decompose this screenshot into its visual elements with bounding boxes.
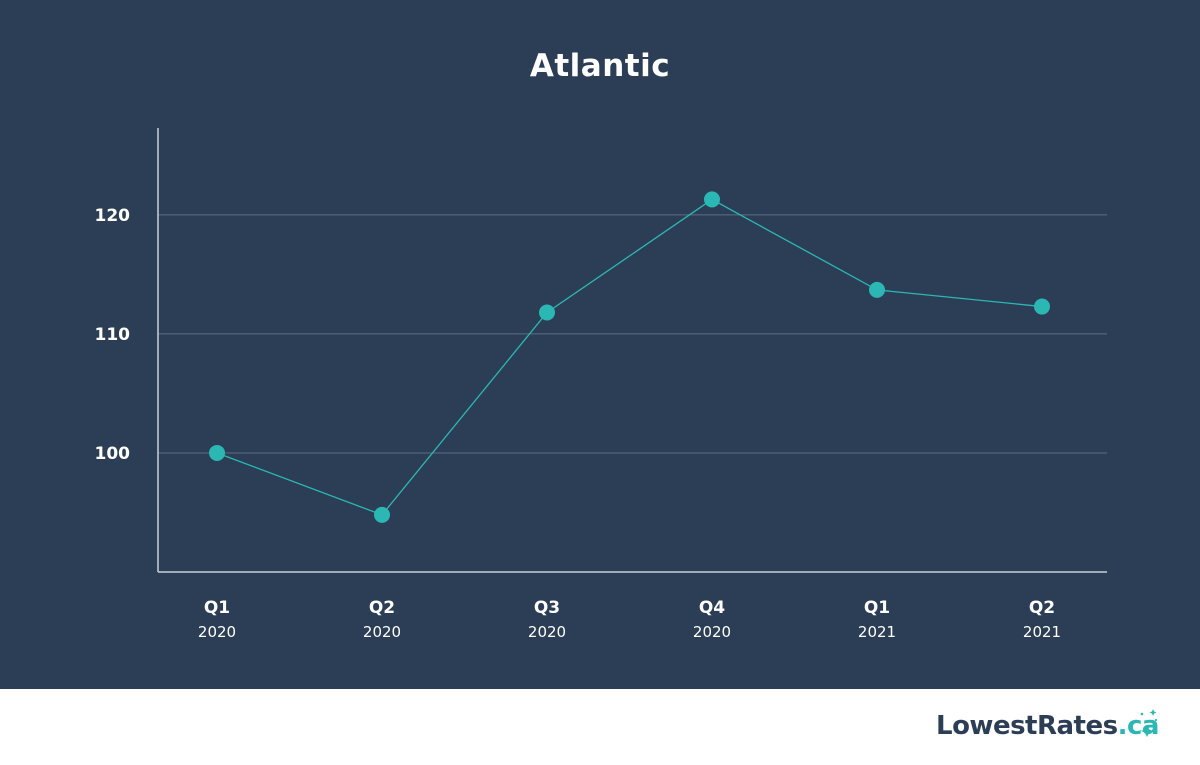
y-tick-label: 120	[95, 206, 131, 226]
x-tick-label-year: 2020	[363, 623, 401, 641]
chart-title: Atlantic	[529, 48, 671, 84]
x-tick-label-year: 2020	[693, 623, 731, 641]
brand-name: LowestRates	[936, 711, 1118, 741]
brand-logo: LowestRates .ca	[936, 711, 1159, 751]
y-tick-label: 100	[95, 444, 131, 464]
data-point	[869, 281, 885, 298]
line-chart: 100 110 120 Q1 2020 Q2 2020 Q3 2020 Q4 2020 Q1 2021 Q…	[95, 128, 1107, 641]
footer: LowestRates .ca	[0, 689, 1200, 765]
y-tick-label: 110	[95, 325, 131, 345]
data-point	[209, 444, 225, 461]
x-tick-label-quarter: Q1	[864, 598, 890, 618]
brand-tld: .ca	[1117, 711, 1160, 741]
sparkle-icon	[1140, 709, 1158, 737]
data-point	[1034, 298, 1050, 315]
x-tick-label-year: 2020	[198, 623, 236, 641]
series-line	[216, 198, 1043, 516]
x-tick-label-quarter: Q2	[369, 598, 395, 618]
x-tick-label-year: 2020	[528, 623, 566, 641]
x-tick-label-quarter: Q4	[699, 598, 725, 618]
chart-panel: Atlantic 100 110 120 Q1 2020 Q2 2020 Q3 2020 Q4 20…	[0, 0, 1200, 689]
data-point	[374, 506, 390, 523]
x-tick-label-quarter: Q1	[204, 598, 230, 618]
x-tick-label-year: 2021	[858, 623, 896, 641]
x-tick-label-quarter: Q2	[1029, 598, 1055, 618]
x-tick-label-year: 2021	[1023, 623, 1061, 641]
x-tick-label-quarter: Q3	[534, 598, 560, 618]
data-point	[539, 304, 555, 321]
data-point	[704, 191, 720, 208]
